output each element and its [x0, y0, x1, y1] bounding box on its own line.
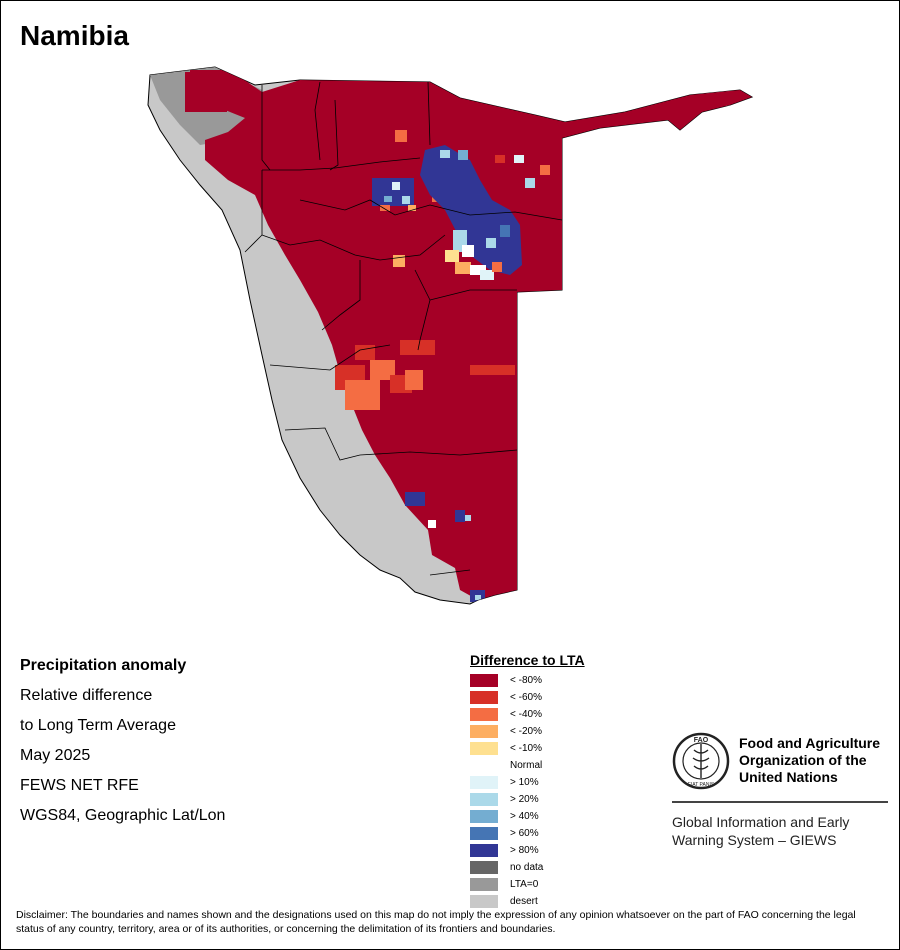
legend-item-swatch: [470, 725, 498, 738]
legend-extra-items: no data LTA=0 desert: [470, 859, 585, 910]
legend-item-row: < -10%: [470, 740, 585, 757]
legend-extra-item-swatch: [470, 895, 498, 908]
legend-item-label: Normal: [510, 760, 543, 771]
legend-extra-item-swatch: [470, 861, 498, 874]
info-line2: to Long Term Average: [20, 717, 176, 734]
legend-item-label: < -40%: [510, 709, 542, 720]
fao-logo-motto: FIAT PANIS: [688, 782, 715, 788]
legend-item-row: > 40%: [470, 808, 585, 825]
legend-item-label: > 20%: [510, 794, 539, 805]
deficit-blob-northwest: [185, 72, 227, 112]
legend-item-label: < -10%: [510, 743, 542, 754]
legend-extra-item-row: LTA=0: [470, 876, 585, 893]
fao-organization-name: Food and Agriculture Organization of the…: [739, 735, 880, 786]
legend-extra-item-label: desert: [510, 896, 538, 907]
legend: Difference to LTA < -80% < -60% < -40% < -2…: [470, 652, 585, 910]
legend-extra-item-swatch: [470, 878, 498, 891]
info-source: FEWS NET RFE: [20, 777, 139, 794]
legend-extra-item-label: LTA=0: [510, 879, 539, 890]
legend-item-label: < -60%: [510, 692, 542, 703]
fao-logo-letters: FAO: [694, 737, 709, 744]
map-title: Namibia: [20, 20, 129, 51]
legend-item-row: > 10%: [470, 774, 585, 791]
giews-line2: Warning System – GIEWS: [672, 832, 837, 848]
info-line1: Relative difference: [20, 687, 153, 704]
legend-item-label: > 10%: [510, 777, 539, 788]
legend-item-row: < -60%: [470, 689, 585, 706]
legend-item-swatch: [470, 691, 498, 704]
legend-item-row: > 20%: [470, 791, 585, 808]
info-period: May 2025: [20, 747, 91, 764]
legend-item-row: < -20%: [470, 723, 585, 740]
legend-item-swatch: [470, 759, 498, 772]
info-projection: WGS84, Geographic Lat/Lon: [20, 807, 226, 824]
legend-item-swatch: [470, 810, 498, 823]
legend-item-swatch: [470, 708, 498, 721]
wet-anomaly-south: [405, 492, 485, 602]
legend-title: Difference to LTA: [470, 652, 585, 668]
legend-extra-item-row: desert: [470, 893, 585, 910]
legend-item-row: > 80%: [470, 842, 585, 859]
legend-extra-item-row: no data: [470, 859, 585, 876]
moderate-deficit-patches: [335, 130, 550, 410]
deficit-region-lt80: [185, 70, 752, 600]
fao-name-line3: United Nations: [739, 769, 838, 785]
legend-item-row: < -80%: [470, 672, 585, 689]
fao-divider: [672, 801, 888, 803]
legend-extra-item-label: no data: [510, 862, 544, 873]
fao-logo: FAO FIAT PANIS: [672, 732, 730, 790]
legend-item-label: > 80%: [510, 845, 539, 856]
legend-item-swatch: [470, 793, 498, 806]
legend-item-label: > 40%: [510, 811, 539, 822]
legend-item-label: > 60%: [510, 828, 539, 839]
fao-name-line2: Organization of the: [739, 752, 867, 768]
legend-item-swatch: [470, 844, 498, 857]
admin-boundaries: [244, 81, 563, 576]
info-heading: Precipitation anomaly: [20, 657, 187, 674]
legend-item-row: > 60%: [470, 825, 585, 842]
wet-anomaly-north: [372, 145, 535, 280]
legend-item-swatch: [470, 674, 498, 687]
legend-item-label: < -80%: [510, 675, 542, 686]
fao-name-line1: Food and Agriculture: [739, 735, 881, 751]
disclaimer: Disclaimer: The boundaries and names sho…: [16, 909, 856, 935]
legend-item-swatch: [470, 742, 498, 755]
legend-item-label: < -20%: [510, 726, 542, 737]
legend-item-row: < -40%: [470, 706, 585, 723]
giews-text: Global Information and Early Warning Sys…: [672, 813, 849, 849]
legend-items: < -80% < -60% < -40% < -20% < -10% Normal > 10…: [470, 672, 585, 859]
namibia-map: [147, 66, 754, 605]
map-info: Precipitation anomaly Relative differenc…: [20, 656, 225, 836]
giews-line1: Global Information and Early: [672, 814, 850, 830]
legend-item-row: Normal: [470, 757, 585, 774]
legend-item-swatch: [470, 827, 498, 840]
legend-item-swatch: [470, 776, 498, 789]
